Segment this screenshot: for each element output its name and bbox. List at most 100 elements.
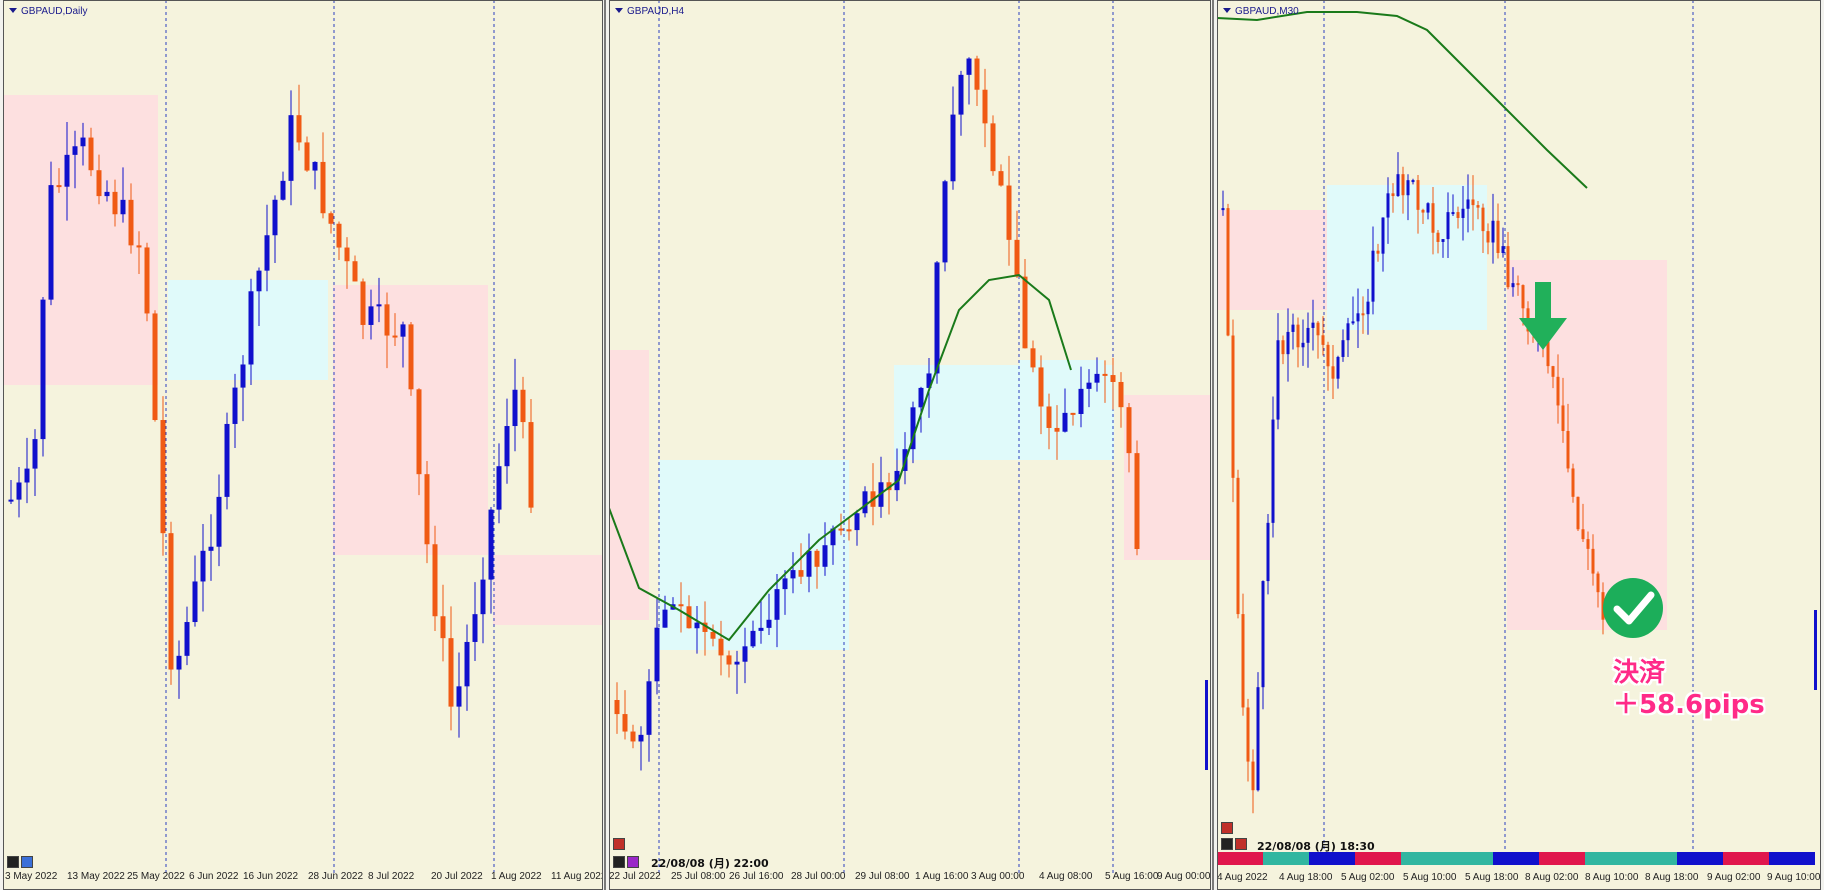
expert-icon[interactable] — [613, 856, 625, 868]
signal-strip-block — [1447, 852, 1493, 865]
bear-candle — [88, 137, 94, 171]
bear-candle — [1431, 203, 1435, 233]
x-axis-tick-label: 1 Aug 2022 — [491, 871, 542, 882]
bear-candle — [990, 123, 996, 172]
bear-candle — [296, 115, 302, 143]
bear-candle — [1022, 276, 1028, 349]
expert-icon[interactable] — [7, 856, 19, 868]
chart-panel-daily[interactable]: 3 May 2022 13 May 2022 25 May 2022 6 Jun 20… — [3, 0, 603, 890]
signal-strip-block — [1769, 852, 1815, 865]
bear-candle — [1456, 212, 1460, 218]
dropdown-triangle-icon[interactable] — [9, 8, 17, 13]
x-axis-tick-label: 1 Aug 16:00 — [915, 871, 969, 882]
bear-candle — [1471, 199, 1475, 206]
bear-candle — [1226, 208, 1230, 336]
daily-chart-canvas[interactable]: 3 May 2022 13 May 2022 25 May 2022 6 Jun 20… — [3, 0, 603, 890]
bear-candle — [974, 58, 980, 90]
bear-candle — [384, 304, 390, 336]
bear-candle — [392, 335, 398, 338]
bull-candle — [512, 389, 518, 427]
signal-strip-block — [1309, 852, 1355, 865]
bull-candle — [1062, 412, 1068, 432]
x-axis-tick-label: 9 Aug 02:00 — [1707, 872, 1761, 883]
supply-zone — [1217, 210, 1327, 310]
chart-panel-h4[interactable]: 22 Jul 2022 25 Jul 08:00 26 Jul 16:00 28 Ju… — [609, 0, 1211, 890]
bear-candle — [1251, 761, 1255, 791]
bear-candle — [56, 185, 62, 188]
bull-candle — [1411, 180, 1415, 183]
bear-candle — [1401, 174, 1405, 196]
chart-panel-m30[interactable]: 4 Aug 2022 4 Aug 18:00 5 Aug 02:00 5 Aug 10… — [1217, 0, 1821, 890]
bear-candle — [686, 606, 692, 629]
x-axis-tick-label: 8 Aug 10:00 — [1585, 872, 1639, 883]
bull-candle — [16, 482, 22, 500]
bull-candle — [910, 407, 916, 450]
bull-candle — [646, 681, 652, 735]
bull-candle — [742, 646, 748, 662]
bear-candle — [1591, 548, 1595, 574]
bull-candle — [1396, 174, 1400, 197]
bear-candle — [622, 714, 628, 732]
x-axis-tick-label: 4 Aug 2022 — [1217, 872, 1268, 883]
smiley-icon[interactable] — [21, 856, 33, 868]
bull-candle — [240, 364, 246, 388]
dropdown-triangle-icon[interactable] — [615, 8, 623, 13]
bear-candle — [1561, 405, 1565, 431]
bear-candle — [1134, 453, 1140, 550]
bear-candle — [1118, 381, 1124, 408]
indicator-icon[interactable] — [627, 856, 639, 868]
x-axis-tick-label: 26 Jul 16:00 — [729, 871, 784, 882]
bull-candle — [1441, 239, 1445, 242]
bull-candle — [80, 137, 86, 147]
bull-candle — [200, 550, 206, 582]
bull-candle — [224, 423, 230, 497]
signal-strip-block — [1539, 852, 1585, 865]
bear-candle — [1102, 373, 1108, 376]
indicator-icon[interactable] — [1235, 838, 1247, 850]
bull-candle — [950, 114, 956, 182]
bull-candle — [1381, 217, 1385, 254]
bull-candle — [1291, 324, 1295, 332]
bear-candle — [846, 529, 852, 532]
bull-candle — [854, 513, 860, 531]
bull-candle — [1461, 208, 1465, 218]
x-axis-tick-label: 4 Aug 18:00 — [1279, 872, 1333, 883]
supply-zone — [493, 555, 603, 625]
crosshair-timestamp: 22/08/08 (月) 18:30 — [1257, 840, 1375, 853]
bull-candle — [280, 180, 286, 200]
x-axis-tick-label: 25 Jul 08:00 — [671, 871, 726, 882]
bear-candle — [1321, 335, 1325, 345]
bull-candle — [248, 291, 254, 365]
x-axis-tick-label: 13 May 2022 — [67, 871, 125, 882]
bull-candle — [504, 426, 510, 467]
bear-candle — [1054, 427, 1060, 432]
m30-chart-canvas[interactable]: 4 Aug 2022 4 Aug 18:00 5 Aug 02:00 5 Aug 10… — [1217, 0, 1821, 890]
close-indicator-icon[interactable] — [1221, 822, 1233, 834]
check-mark — [1613, 591, 1655, 625]
bull-candle — [232, 387, 238, 424]
bear-candle — [320, 161, 326, 214]
bull-candle — [184, 622, 190, 656]
panel-divider[interactable] — [604, 0, 606, 890]
bull-candle — [654, 627, 660, 682]
bull-candle — [1511, 283, 1515, 288]
bull-candle — [1446, 212, 1450, 240]
x-axis-tick-label: 8 Jul 2022 — [368, 871, 415, 882]
h4-chart-canvas[interactable]: 22 Jul 2022 25 Jul 08:00 26 Jul 16:00 28 Ju… — [609, 0, 1211, 890]
bull-candle — [782, 578, 788, 590]
close-indicator-icon[interactable] — [613, 838, 625, 850]
dropdown-triangle-icon[interactable] — [1223, 8, 1231, 13]
panel-divider[interactable] — [1212, 0, 1214, 890]
bull-candle — [1311, 322, 1315, 328]
bear-candle — [726, 655, 732, 665]
bear-candle — [424, 474, 430, 545]
bull-candle — [758, 627, 764, 631]
moving-average-line — [609, 273, 1072, 642]
bear-candle — [432, 544, 438, 617]
bull-candle — [1256, 687, 1260, 791]
x-axis-tick-label: 4 Aug 08:00 — [1039, 871, 1093, 882]
expert-icon[interactable] — [1221, 838, 1233, 850]
bear-candle — [1546, 334, 1550, 367]
bear-candle — [1361, 313, 1365, 316]
